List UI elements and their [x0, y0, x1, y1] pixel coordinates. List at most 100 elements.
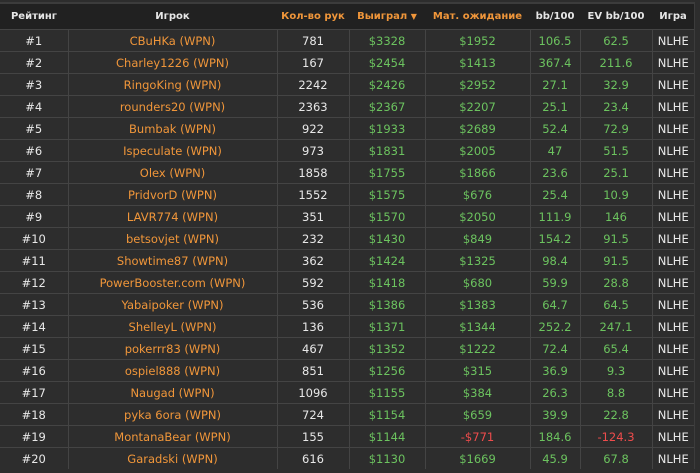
game-cell: NLHE — [651, 161, 694, 184]
ev-cell: $2207 — [424, 95, 530, 118]
hands-cell: 781 — [276, 29, 349, 52]
player-link[interactable]: PowerBooster.com (WPN) — [67, 271, 277, 294]
ev-bb100-cell: 25.1 — [579, 161, 652, 184]
won-cell: $1256 — [348, 359, 425, 382]
table-row: #20 Garadski (WPN) 616 $1130 $1669 45.9 67.8 NL… — [0, 447, 694, 469]
player-link[interactable]: ShelleyL (WPN) — [67, 315, 277, 338]
rank-cell: #9 — [0, 205, 68, 228]
table-row: #15 pokerrr83 (WPN) 467 $1352 $1222 72.4 65.4 N… — [0, 337, 694, 360]
rank-cell: #16 — [0, 359, 68, 382]
bb100-cell: 184.6 — [529, 425, 580, 448]
header-player[interactable]: Игрок — [68, 4, 277, 30]
table-row: #6 Ispeculate (WPN) 973 $1831 $2005 47 51.5 NLH… — [0, 139, 694, 162]
player-link[interactable]: ospiel888 (WPN) — [67, 359, 277, 382]
header-ev-bb100[interactable]: EV bb/100 — [580, 4, 652, 30]
won-cell: $1386 — [348, 293, 425, 316]
bb100-cell: 47 — [529, 139, 580, 162]
player-link[interactable]: PridvorD (WPN) — [67, 183, 277, 206]
player-link[interactable]: LAVR774 (WPN) — [67, 205, 277, 228]
hands-cell: 155 — [276, 425, 349, 448]
ev-bb100-cell: 72.9 — [579, 117, 652, 140]
player-link[interactable]: Garadski (WPN) — [67, 447, 277, 469]
won-cell: $1130 — [348, 447, 425, 469]
player-link[interactable]: CBuHKa (WPN) — [67, 29, 277, 52]
game-cell: NLHE — [651, 51, 694, 74]
player-link[interactable]: Showtime87 (WPN) — [67, 249, 277, 272]
rank-cell: #12 — [0, 271, 68, 294]
ev-bb100-cell: 32.9 — [579, 73, 652, 96]
game-cell: NLHE — [651, 337, 694, 360]
ev-cell: $1344 — [424, 315, 530, 338]
header-hands[interactable]: Кол-во рук — [277, 4, 349, 30]
bb100-cell: 106.5 — [529, 29, 580, 52]
player-link[interactable]: Charley1226 (WPN) — [67, 51, 277, 74]
ev-bb100-cell: 146 — [579, 205, 652, 228]
player-link[interactable]: pyka 6ora (WPN) — [67, 403, 277, 426]
header-rank[interactable]: Рейтинг — [0, 4, 68, 30]
table-row: #12 PowerBooster.com (WPN) 592 $1418 $680 59.… — [0, 271, 694, 294]
won-cell: $2367 — [348, 95, 425, 118]
ev-bb100-cell: 91.5 — [579, 249, 652, 272]
game-cell: NLHE — [651, 139, 694, 162]
ev-cell: $676 — [424, 183, 530, 206]
bb100-cell: 64.7 — [529, 293, 580, 316]
rank-cell: #20 — [0, 447, 68, 469]
hands-cell: 1858 — [276, 161, 349, 184]
ev-cell: $2005 — [424, 139, 530, 162]
hands-cell: 724 — [276, 403, 349, 426]
game-cell: NLHE — [651, 117, 694, 140]
bb100-cell: 26.3 — [529, 381, 580, 404]
rank-cell: #18 — [0, 403, 68, 426]
bb100-cell: 98.4 — [529, 249, 580, 272]
table-row: #5 Bumbak (WPN) 922 $1933 $2689 52.4 72.9 NLHE — [0, 117, 694, 140]
game-cell: NLHE — [651, 205, 694, 228]
leaderboard-table: Рейтинг Игрок Кол-во рук Выиграл ▼ Мат. … — [0, 4, 694, 469]
ev-cell: $1669 — [424, 447, 530, 469]
ev-bb100-cell: 91.5 — [579, 227, 652, 250]
ev-cell: $1222 — [424, 337, 530, 360]
header-won[interactable]: Выиграл ▼ — [349, 4, 425, 30]
hands-cell: 167 — [276, 51, 349, 74]
table-row: #3 RingoKing (WPN) 2242 $2426 $2952 27.1 32.9 N… — [0, 73, 694, 96]
rank-cell: #1 — [0, 29, 68, 52]
header-bb100[interactable]: bb/100 — [530, 4, 580, 30]
ev-bb100-cell: 22.8 — [579, 403, 652, 426]
player-link[interactable]: Yabaipoker (WPN) — [67, 293, 277, 316]
game-cell: NLHE — [651, 447, 694, 469]
game-cell: NLHE — [651, 183, 694, 206]
game-cell: NLHE — [651, 95, 694, 118]
ev-cell: $1325 — [424, 249, 530, 272]
ev-bb100-cell: 67.8 — [579, 447, 652, 469]
game-cell: NLHE — [651, 359, 694, 382]
player-link[interactable]: Ispeculate (WPN) — [67, 139, 277, 162]
player-link[interactable]: MontanaBear (WPN) — [67, 425, 277, 448]
ev-cell: $849 — [424, 227, 530, 250]
player-link[interactable]: pokerrr83 (WPN) — [67, 337, 277, 360]
table-row: #11 Showtime87 (WPN) 362 $1424 $1325 98.4 91.5… — [0, 249, 694, 272]
player-link[interactable]: Bumbak (WPN) — [67, 117, 277, 140]
player-link[interactable]: Naugad (WPN) — [67, 381, 277, 404]
player-link[interactable]: betsovjet (WPN) — [67, 227, 277, 250]
bb100-cell: 52.4 — [529, 117, 580, 140]
hands-cell: 1096 — [276, 381, 349, 404]
header-game[interactable]: Игра — [652, 4, 694, 30]
rank-cell: #13 — [0, 293, 68, 316]
header-ev[interactable]: Мат. ожидание — [425, 4, 530, 30]
player-link[interactable]: Olex (WPN) — [67, 161, 277, 184]
table-row: #16 ospiel888 (WPN) 851 $1256 $315 36.9 9.3 NLH… — [0, 359, 694, 382]
player-link[interactable]: RingoKing (WPN) — [67, 73, 277, 96]
bb100-cell: 25.1 — [529, 95, 580, 118]
table-row: #17 Naugad (WPN) 1096 $1155 $384 26.3 8.8 NLHE — [0, 381, 694, 404]
table-row: #9 LAVR774 (WPN) 351 $1570 $2050 111.9 146 NLHE — [0, 205, 694, 228]
ev-cell: $384 — [424, 381, 530, 404]
ev-bb100-cell: 28.8 — [579, 271, 652, 294]
won-cell: $1430 — [348, 227, 425, 250]
table-row: #2 Charley1226 (WPN) 167 $2454 $1413 367.4 211… — [0, 51, 694, 74]
ev-bb100-cell: 51.5 — [579, 139, 652, 162]
player-link[interactable]: rounders20 (WPN) — [67, 95, 277, 118]
rank-cell: #15 — [0, 337, 68, 360]
game-cell: NLHE — [651, 271, 694, 294]
rank-cell: #3 — [0, 73, 68, 96]
hands-cell: 536 — [276, 293, 349, 316]
